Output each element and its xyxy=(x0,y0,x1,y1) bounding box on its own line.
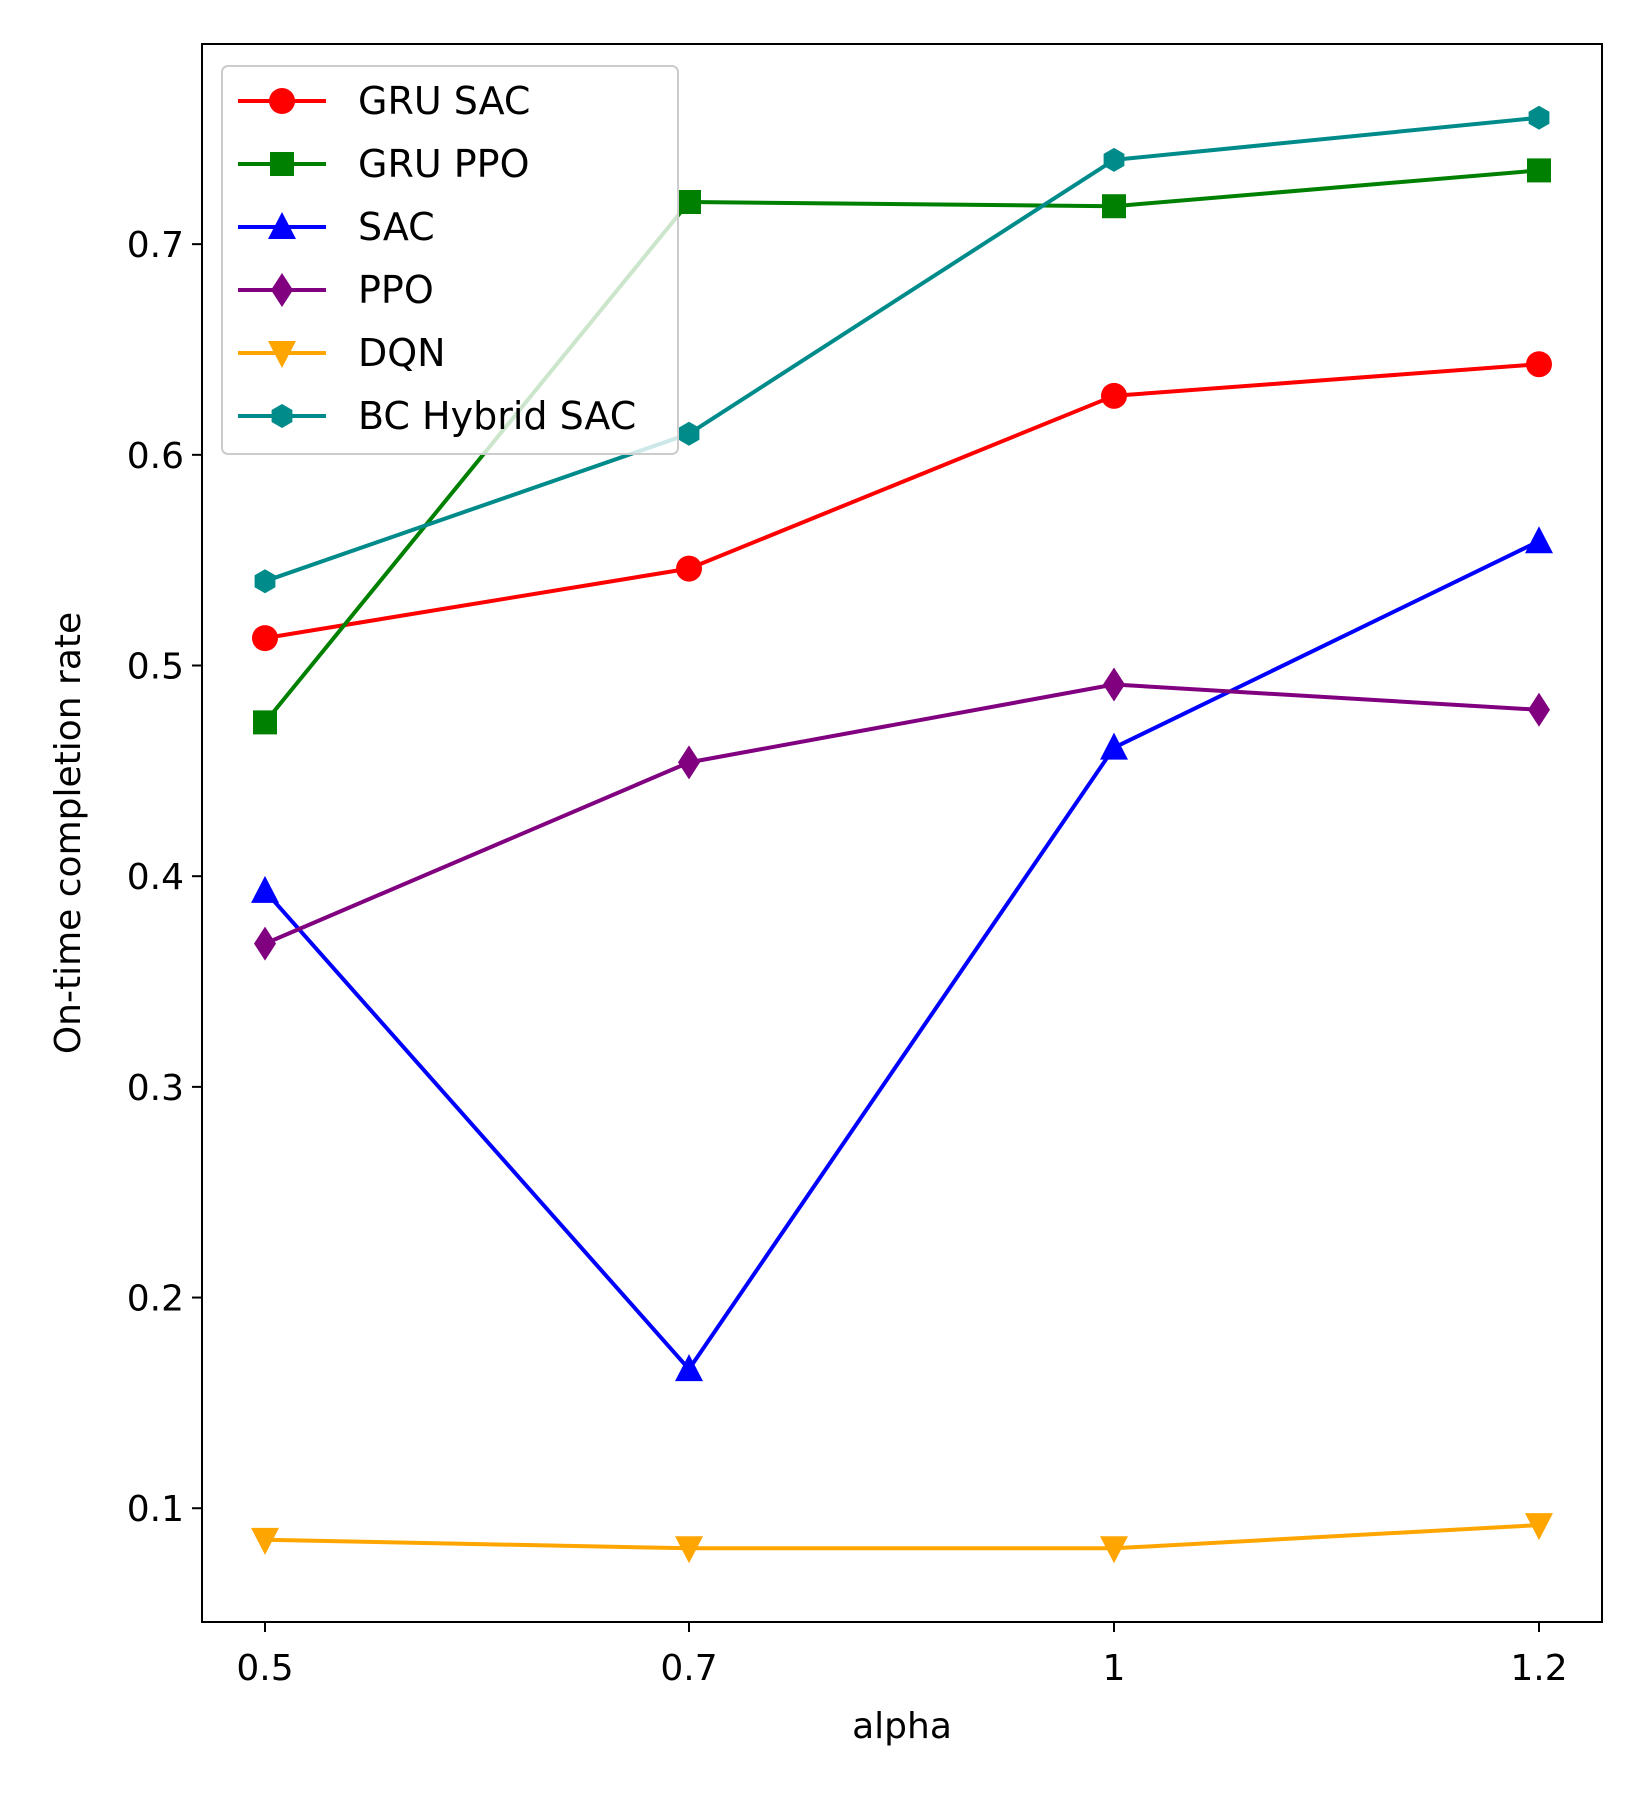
y-axis-label: On-time completion rate xyxy=(48,612,89,1054)
data-point xyxy=(1103,147,1125,172)
data-point xyxy=(252,625,278,652)
series-line xyxy=(264,362,1540,641)
legend-marker xyxy=(268,212,296,239)
data-point xyxy=(678,421,700,446)
data-point xyxy=(1100,732,1128,760)
y-tick-label: 0.5 xyxy=(127,647,184,688)
series-line xyxy=(263,539,1540,1372)
series-layer xyxy=(251,105,1553,1564)
legend-marker xyxy=(271,404,293,428)
data-point xyxy=(254,569,276,594)
axes-layer: 0.1 0.2 0.3 0.4 0.5 0.6 0.7 0.5 0.7 1 1.2 alpha On-t… xyxy=(48,43,1603,1747)
legend-marker xyxy=(268,341,296,368)
legend: GRU SAC GRU PPO SAC PPO DQN BC Hybrid SAC xyxy=(221,65,679,455)
legend-entry: GRU SAC xyxy=(238,79,530,123)
legend-entry: PPO xyxy=(238,268,434,312)
data-point xyxy=(1525,1513,1553,1541)
x-tick-label: 0.5 xyxy=(236,1648,293,1689)
data-point xyxy=(675,1354,703,1382)
data-point xyxy=(1527,158,1551,183)
data-point xyxy=(675,1536,703,1564)
legend-label: BC Hybrid SAC xyxy=(358,394,636,438)
series-sac xyxy=(251,526,1553,1382)
data-point xyxy=(251,875,279,903)
y-tick-label: 0.4 xyxy=(127,857,184,898)
legend-label: GRU PPO xyxy=(358,142,529,186)
series-gru-ppo xyxy=(253,158,1551,735)
y-tick-label: 0.6 xyxy=(127,436,184,477)
data-point xyxy=(254,926,276,961)
series-line xyxy=(264,682,1540,946)
series-ppo xyxy=(254,667,1550,961)
legend-box xyxy=(221,65,679,455)
data-point xyxy=(677,190,701,215)
legend-marker xyxy=(270,152,294,176)
y-tick-label: 0.3 xyxy=(127,1068,184,1109)
legend-label: GRU SAC xyxy=(358,79,530,123)
data-point xyxy=(1526,351,1552,378)
data-point xyxy=(251,1527,279,1555)
y-tick-label: 0.7 xyxy=(127,225,184,266)
series-line xyxy=(264,1523,1540,1551)
data-point xyxy=(1100,1536,1128,1564)
x-tick-label: 1 xyxy=(1103,1648,1126,1689)
data-point xyxy=(1103,667,1125,702)
legend-entry: GRU PPO xyxy=(238,142,529,186)
series-line xyxy=(263,168,1540,724)
y-tick-label: 0.2 xyxy=(127,1279,184,1320)
legend-entry: BC Hybrid SAC xyxy=(238,394,636,438)
data-point xyxy=(1102,194,1126,219)
x-tick-label: 0.7 xyxy=(660,1648,717,1689)
data-point xyxy=(678,745,700,780)
data-point xyxy=(1528,692,1550,727)
legend-label: DQN xyxy=(358,331,446,375)
data-point xyxy=(253,710,277,735)
legend-marker xyxy=(269,88,295,114)
series-bc-hybrid-sac xyxy=(254,105,1550,594)
data-point xyxy=(676,555,702,582)
data-point xyxy=(1525,526,1553,554)
y-tick-label: 0.1 xyxy=(127,1489,184,1530)
legend-entry: DQN xyxy=(238,331,446,375)
data-point xyxy=(1528,105,1550,130)
data-point xyxy=(1101,382,1127,409)
x-axis-label: alpha xyxy=(852,1706,952,1747)
legend-label: PPO xyxy=(358,268,434,312)
series-line xyxy=(264,115,1540,584)
legend-marker xyxy=(271,273,293,307)
series-dqn xyxy=(251,1513,1553,1564)
series-gru-sac xyxy=(252,351,1552,652)
plot-frame xyxy=(201,43,1603,1623)
legend-entry: SAC xyxy=(238,205,435,249)
legend-label: SAC xyxy=(358,205,435,249)
x-tick-label: 1.2 xyxy=(1510,1648,1567,1689)
